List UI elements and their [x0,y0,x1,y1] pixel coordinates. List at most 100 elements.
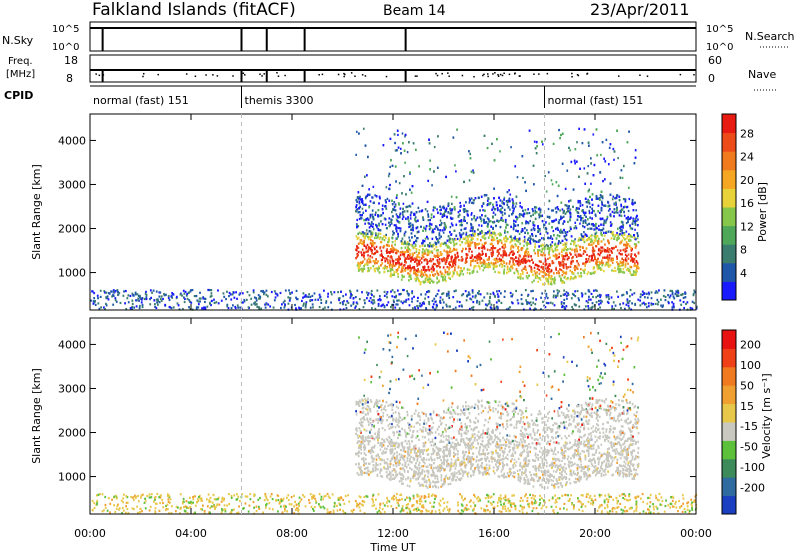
scatter-point [366,217,369,220]
scatter-point [525,299,528,302]
scatter-point [417,296,419,299]
scatter-point [106,295,109,298]
scatter-point [643,303,646,306]
scatter-point [634,228,636,231]
scatter-point [585,300,588,303]
scatter-point [574,294,577,298]
scatter-point [305,301,308,304]
scatter-point [472,202,475,205]
scatter-point [478,303,481,306]
scatter-point [576,289,579,293]
scatter-point [304,306,307,309]
scatter-point [352,301,355,304]
scatter-point [427,237,429,240]
scatter-point [434,273,436,276]
scatter-point [650,303,653,306]
scatter-point [533,266,536,269]
scatter-point [612,301,615,304]
scatter-point [627,262,629,265]
nave-dot [354,75,356,77]
scatter-point [152,289,155,292]
scatter-point [583,262,586,265]
scatter-point [187,291,190,294]
scatter-point [505,308,508,311]
scatter-point [677,294,680,297]
scatter-point [466,221,468,225]
cpid-segments: normal (fast) 151 themis 3300 normal (fast… [93,86,643,108]
scatter-point [564,252,567,255]
scatter-point [650,291,653,294]
scatter-point [552,254,555,257]
scatter-point [469,297,472,300]
scatter-point [508,214,510,218]
scatter-point [470,197,473,200]
scatter-point [436,277,439,280]
scatter-point [158,301,161,304]
scatter-point [522,277,524,280]
scatter-point [160,299,163,302]
scatter-point [388,265,391,269]
scatter-point [102,306,105,309]
scatter-point [450,250,452,254]
scatter-point [439,299,442,302]
scatter-point [302,304,305,307]
scatter-point [311,299,314,302]
scatter-point [182,296,185,299]
scatter-point [284,289,287,292]
scatter-point [596,294,599,297]
scatter-point [645,292,648,295]
scatter-point [594,234,597,237]
scatter-point [660,298,662,301]
scatter-point [583,308,586,311]
scatter-point [189,300,191,303]
scatter-point [91,290,94,293]
freq-label-line1: Freq. [8,56,33,67]
scatter-point [527,250,530,254]
scatter-point [591,306,594,309]
scatter-point [110,290,113,293]
scatter-point [252,291,255,294]
scatter-point [366,243,369,246]
scatter-point [370,223,372,226]
scatter-point [231,304,234,307]
scatter-point [257,294,260,297]
scatter-point [138,306,141,310]
scatter-point [682,296,685,300]
scatter-point [626,298,629,301]
scatter-point [229,293,232,296]
scatter-point [490,231,493,235]
scatter-point [504,290,506,293]
scatter-point [520,298,523,301]
scatter-point [107,291,110,295]
scatter-point [578,299,581,302]
scatter-point [99,295,102,298]
scatter-point [404,161,406,164]
scatter-point [379,298,382,302]
scatter-point [265,293,268,296]
scatter-point [373,246,375,249]
scatter-point [514,205,517,208]
nave-dot [571,72,573,75]
scatter-point [373,253,375,256]
scatter-point [622,293,625,296]
scatter-point [144,292,147,295]
scatter-point [470,211,473,215]
scatter-point [396,289,399,292]
scatter-point [483,296,486,299]
scatter-point [367,254,369,257]
scatter-point [434,227,436,230]
scatter-point [382,303,385,306]
scatter-point [615,290,618,293]
scatter-point [402,267,405,270]
scatter-point [260,307,263,310]
scatter-point [210,299,213,303]
scatter-point [552,229,555,233]
scatter-point [159,291,162,294]
scatter-point [689,306,692,310]
scatter-point [153,299,156,302]
scatter-point [435,249,438,252]
scatter-point [617,234,620,238]
scatter-point [311,303,314,306]
scatter-point [634,303,637,306]
scatter-point [664,298,667,302]
